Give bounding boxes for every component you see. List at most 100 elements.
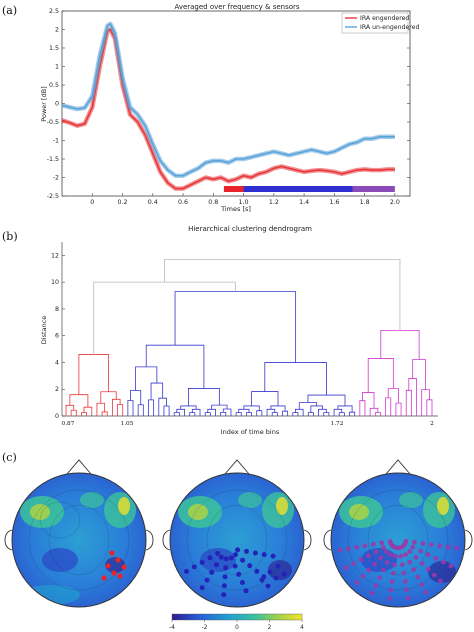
- dendrogram-link-cluster-1: [130, 390, 142, 405]
- electrode-dot-purple: [392, 562, 397, 568]
- panel-b-label: (b): [2, 230, 18, 243]
- dendrogram-link-cluster-2: [385, 397, 392, 416]
- ear-right-2: [303, 529, 312, 551]
- electrode-dot-red: [111, 570, 117, 576]
- y-tick-label-a: 0: [55, 101, 59, 108]
- electrode-dot-purple: [358, 557, 364, 563]
- electrode-dot-red: [121, 564, 127, 570]
- electrode-dot-purple: [445, 544, 451, 550]
- dendrogram-link-cluster-0: [101, 411, 108, 416]
- electrode-dot-purple: [419, 560, 425, 566]
- electrode-dot-purple: [343, 565, 349, 571]
- electrode-dot-blue: [221, 583, 227, 589]
- dendrogram-link-cluster-1: [127, 400, 134, 416]
- plot-a-axes: -2.5 -2 -1.5 -1 -0.5 0 0.5 1 1.5 2 2.5 0 0.2 0.4 0.6 0.…: [47, 8, 410, 206]
- electrode-dot-purple: [345, 546, 351, 552]
- electrode-dot-purple: [378, 555, 383, 561]
- electrode-dot-blue: [240, 557, 246, 563]
- dendrogram-link-cluster-1: [137, 404, 144, 416]
- y-tick-label-a: -2: [53, 175, 59, 182]
- electrode-dot-purple: [401, 570, 407, 576]
- plot-a-series: [61, 21, 395, 191]
- electrode-dot-blue: [191, 564, 197, 570]
- electrode-dot-purple: [351, 561, 356, 567]
- dendrogram-link-cluster-1: [163, 405, 170, 416]
- y-tick-label-a: 1: [55, 64, 59, 71]
- electrode-dot-blue: [244, 548, 249, 554]
- dendrogram-link-cluster-2: [374, 412, 381, 416]
- electrode-dot-blue: [243, 588, 249, 594]
- colorbar-tick-label: 4: [300, 625, 304, 631]
- dendrogram-link-cluster-1: [150, 382, 164, 400]
- dendrogram-link-cluster-1: [251, 391, 279, 406]
- electrode-dot-blue: [235, 547, 241, 553]
- dendrogram-link-cluster-1: [243, 405, 260, 411]
- electrode-dot-blue: [254, 568, 260, 574]
- electrode-dot-purple: [407, 559, 413, 565]
- electrode-dot-purple: [441, 559, 446, 565]
- electrode-dot-blue: [184, 568, 189, 574]
- electrode-dot-purple: [454, 545, 459, 551]
- ear-right-3: [464, 529, 473, 551]
- x-tick-label-a: 0.8: [208, 199, 218, 206]
- colorbar-tick-label: -2: [202, 625, 208, 631]
- electrode-dot-purple: [360, 573, 366, 579]
- dendrogram-link-cluster-1: [188, 388, 220, 406]
- dendrogram-link-cluster-2: [421, 389, 430, 416]
- electrode-dot-blue: [214, 562, 219, 568]
- time-segment-1: [243, 186, 353, 192]
- dendrogram-link-cluster-1: [271, 412, 278, 416]
- electrode-dot-blue: [267, 569, 273, 575]
- x-tick-label-a: 1.8: [360, 199, 370, 206]
- ear-left-2: [162, 529, 171, 551]
- y-tick-label-b: 2: [55, 386, 59, 393]
- x-tick-label-a: 0: [90, 199, 94, 206]
- electrode-dot-purple: [387, 596, 393, 601]
- electrode-dot-blue: [209, 569, 215, 575]
- dendrogram-link-cluster-1: [180, 405, 197, 410]
- nose-3: [385, 459, 411, 475]
- electrode-dot-blue: [207, 555, 213, 561]
- nose-1: [66, 459, 92, 475]
- dendrogram-link-cluster-2: [395, 402, 402, 416]
- electrode-dot-red: [115, 557, 121, 563]
- ear-left-3: [323, 529, 332, 551]
- panel-c-label: (c): [2, 451, 17, 464]
- panel-c: (c): [2, 451, 473, 631]
- dendrogram-link-cluster-1: [323, 412, 330, 416]
- y-tick-label-a: -1.5: [47, 156, 59, 163]
- electrode-dot-blue: [233, 552, 238, 558]
- electrode-dot-blue: [239, 580, 245, 585]
- dendrogram-link-cluster-1: [238, 408, 250, 413]
- electrode-dot-purple: [418, 548, 423, 554]
- electrode-markers-3: [337, 538, 459, 601]
- electrode-dot-blue: [221, 592, 227, 598]
- x-tick-label-a: 1.4: [299, 199, 309, 206]
- dendrogram-link-cluster-1: [220, 411, 227, 416]
- electrode-dot-purple: [407, 549, 413, 554]
- electrode-dot-purple: [379, 540, 385, 546]
- dendrogram-link-cluster-0: [100, 391, 117, 404]
- electrode-dot-purple: [337, 547, 343, 553]
- dendrogram-link-cluster-2: [412, 359, 426, 390]
- colorbar-tick-label: -4: [169, 625, 175, 631]
- electrode-dot-purple: [437, 543, 442, 549]
- x-tick-label-a: 0.2: [118, 199, 128, 206]
- electrode-dot-purple: [413, 555, 419, 560]
- electrode-dot-purple: [398, 553, 404, 559]
- electrode-dot-purple: [438, 578, 443, 584]
- electrode-markers-1: [101, 550, 127, 581]
- electrode-dot-purple: [431, 572, 437, 578]
- electrode-dot-blue: [261, 552, 267, 558]
- electrode-dot-purple: [404, 587, 410, 593]
- colorbar-tick-label: 0: [235, 625, 239, 631]
- y-tick-label-a: 2: [55, 27, 59, 34]
- topomap-3: [323, 459, 473, 608]
- electrode-dot-blue: [218, 554, 224, 560]
- electrode-dot-purple: [419, 582, 425, 587]
- x-tick-label-a: 1.0: [239, 199, 249, 206]
- electrode-dot-purple: [405, 595, 411, 601]
- ear-right-1: [145, 529, 154, 551]
- dendrogram-link-cluster-1: [145, 344, 205, 389]
